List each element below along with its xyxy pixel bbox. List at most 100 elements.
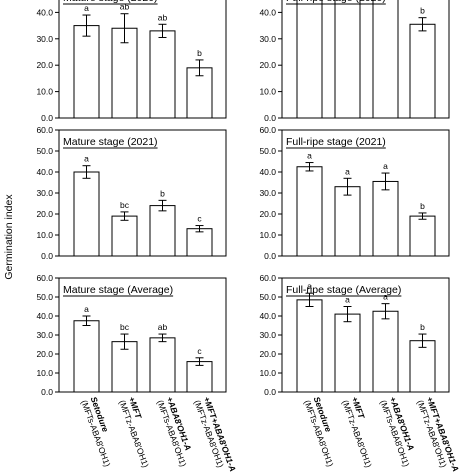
y-tick-label: 0.0 bbox=[41, 251, 53, 261]
y-tick-label: 50.0 bbox=[259, 292, 276, 302]
y-tick-label: 20.0 bbox=[36, 349, 53, 359]
y-tick-label: 0.0 bbox=[264, 387, 276, 397]
significance-letter: ab bbox=[120, 2, 130, 12]
significance-letter: ab bbox=[158, 12, 168, 22]
y-tick-label: 30.0 bbox=[36, 34, 53, 44]
panel-title: Mature stage (Average) bbox=[63, 284, 173, 296]
y-tick-label: 50.0 bbox=[36, 146, 53, 156]
bar-3 bbox=[149, 337, 176, 392]
y-tick-label: 40.0 bbox=[36, 7, 53, 17]
x-category-label: +MFT(MFTz-ABA8'OH1) bbox=[340, 395, 374, 469]
y-tick-label: 10.0 bbox=[259, 368, 276, 378]
bar-4 bbox=[186, 228, 213, 256]
panel-title: Full-ripe stage (2020) bbox=[286, 0, 386, 4]
y-tick-label: 10.0 bbox=[36, 368, 53, 378]
bar-4 bbox=[409, 215, 436, 256]
significance-letter: c bbox=[197, 214, 202, 224]
y-tick-label: 10.0 bbox=[36, 87, 53, 97]
y-tick-label: 60.0 bbox=[36, 125, 53, 135]
panels-group: 0.010.020.030.040.050.0aababbMature stag… bbox=[36, 0, 450, 397]
plot-frame bbox=[281, 129, 450, 257]
plot-frame bbox=[58, 129, 227, 257]
significance-letter: bc bbox=[120, 322, 130, 332]
significance-letter: c bbox=[197, 346, 202, 356]
significance-letter: a bbox=[307, 151, 312, 161]
bar-2 bbox=[334, 313, 361, 392]
significance-letter: a bbox=[84, 3, 89, 13]
y-tick-label: 20.0 bbox=[259, 209, 276, 219]
x-category-label: +ABA8'OH1-A(MFTs-ABA8'OH1) bbox=[155, 395, 193, 468]
bar-3 bbox=[372, 310, 399, 392]
bar-1 bbox=[73, 320, 100, 392]
y-tick-label: 30.0 bbox=[36, 188, 53, 198]
bar-1 bbox=[296, 0, 323, 118]
y-tick-label: 40.0 bbox=[36, 167, 53, 177]
bar-1 bbox=[296, 166, 323, 256]
significance-letter: bc bbox=[120, 200, 130, 210]
significance-letter: a bbox=[383, 292, 388, 302]
significance-letter: a bbox=[345, 295, 350, 305]
y-tick-label: 30.0 bbox=[259, 34, 276, 44]
y-tick-label: 0.0 bbox=[264, 113, 276, 123]
panel-1: 0.010.020.030.040.050.0aababbMature stag… bbox=[36, 0, 227, 123]
bar-3 bbox=[372, 0, 399, 118]
x-category-label: +MFT(MFTz-ABA8'OH1) bbox=[117, 395, 151, 469]
y-tick-label: 50.0 bbox=[36, 292, 53, 302]
panel-4: 0.0 10.0 20.0 30.0 40.0 50.0 60.0 a a a b Full-ripe… bbox=[259, 125, 450, 261]
x-category-label: +MFT+ABA8'OH1-A(MFTz-ABA8'OH1) bbox=[192, 395, 238, 473]
significance-letter: b bbox=[160, 188, 165, 198]
plot-frame bbox=[58, 0, 227, 119]
significance-letter: a bbox=[383, 161, 388, 171]
bar-1 bbox=[296, 299, 323, 392]
y-tick-label: 60.0 bbox=[36, 273, 53, 283]
significance-letter: b bbox=[197, 48, 202, 58]
significance-letter: a bbox=[84, 154, 89, 164]
bar-3 bbox=[149, 205, 176, 256]
x-category-label: +ABA8'OH1-A(MFTs-ABA8'OH1) bbox=[378, 395, 416, 468]
bar-2 bbox=[334, 186, 361, 256]
bar-4 bbox=[409, 23, 436, 118]
y-tick-label: 0.0 bbox=[41, 113, 53, 123]
y-axis-label: Germination index bbox=[3, 194, 15, 280]
bar-2 bbox=[111, 341, 138, 392]
y-tick-label: 0.0 bbox=[41, 387, 53, 397]
panel-title: Full-ripe stage (Average) bbox=[286, 284, 401, 296]
y-tick-label: 60.0 bbox=[259, 273, 276, 283]
x-category-label: +MFT+ABA8'OH1-A(MFTz-ABA8'OH1) bbox=[415, 395, 461, 473]
plot-frame bbox=[281, 277, 450, 393]
plot-frame bbox=[281, 0, 450, 119]
bar-3 bbox=[372, 180, 399, 256]
significance-letter: a bbox=[307, 281, 312, 291]
y-tick-label: 20.0 bbox=[36, 209, 53, 219]
significance-letter: a bbox=[84, 304, 89, 314]
y-tick-label: 0.0 bbox=[264, 251, 276, 261]
y-tick-label: 30.0 bbox=[36, 330, 53, 340]
bar-3 bbox=[149, 30, 176, 118]
y-tick-label: 10.0 bbox=[259, 87, 276, 97]
bar-2 bbox=[111, 215, 138, 256]
significance-letter: b bbox=[420, 201, 425, 211]
y-tick-label: 40.0 bbox=[259, 311, 276, 321]
y-tick-label: 30.0 bbox=[259, 188, 276, 198]
y-tick-label: 40.0 bbox=[259, 167, 276, 177]
panel-title: Mature stage (2020) bbox=[63, 0, 158, 4]
y-tick-label: 10.0 bbox=[36, 230, 53, 240]
y-tick-label: 50.0 bbox=[259, 146, 276, 156]
bar-4 bbox=[186, 361, 213, 392]
y-tick-label: 30.0 bbox=[259, 330, 276, 340]
significance-letter: ab bbox=[158, 322, 168, 332]
y-tick-label: 20.0 bbox=[259, 60, 276, 70]
significance-letter: a bbox=[345, 166, 350, 176]
y-tick-label: 40.0 bbox=[36, 311, 53, 321]
bar-1 bbox=[73, 171, 100, 256]
panel-6: 0.0 10.0 20.0 30.0 40.0 50.0 60.0 a a a b Full-ripe… bbox=[259, 273, 450, 397]
bar-2 bbox=[334, 0, 361, 118]
y-tick-label: 20.0 bbox=[259, 349, 276, 359]
panel-title: Full-ripe stage (2021) bbox=[286, 136, 386, 148]
bar-1 bbox=[73, 25, 100, 118]
bar-4 bbox=[409, 340, 436, 392]
y-tick-label: 60.0 bbox=[259, 125, 276, 135]
